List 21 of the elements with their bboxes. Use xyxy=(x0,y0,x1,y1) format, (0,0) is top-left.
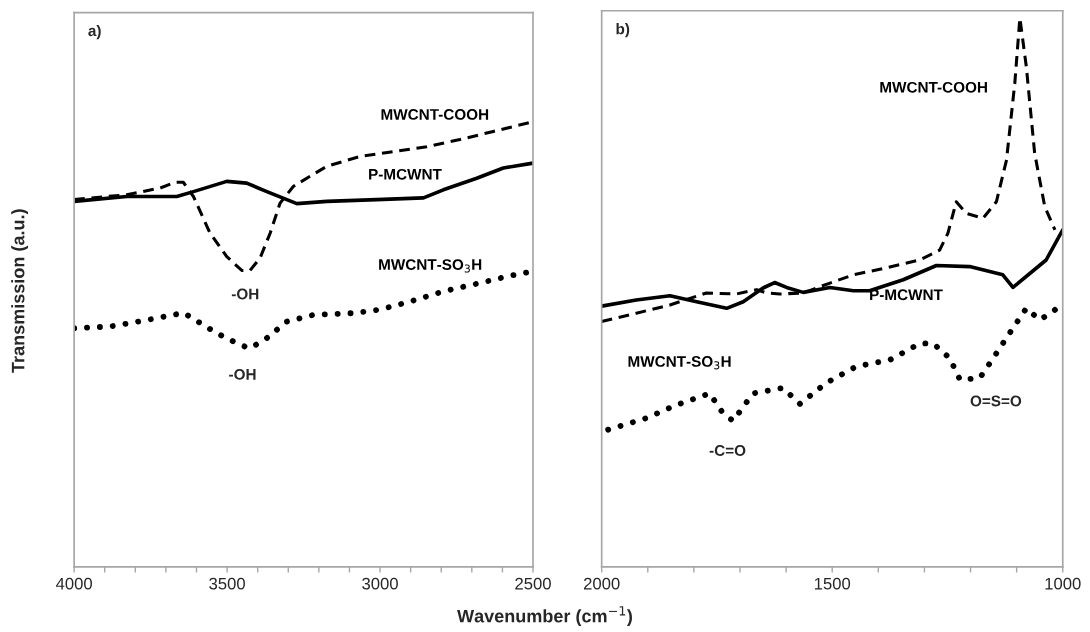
annotation: -C=O xyxy=(709,445,746,456)
series-label: MWCNT-SO$_{3}$H xyxy=(379,259,482,273)
annotation: -OH xyxy=(231,288,259,300)
text: a) xyxy=(88,24,101,40)
x-axis-title: Wavenumber (cm$^{−1}$) xyxy=(457,606,632,627)
annotation: -OH xyxy=(229,368,256,380)
x-tick-label: 1500 xyxy=(814,577,851,590)
y-axis-title: Transmission (a.u.) xyxy=(11,209,29,373)
annotation: b) xyxy=(616,23,630,38)
series-label: P-MCWNT xyxy=(369,168,442,180)
x-tick-label: 3500 xyxy=(209,577,245,590)
series-label: P-MCWNT xyxy=(870,289,943,301)
x-tick-label: 1000 xyxy=(1045,577,1081,590)
series-label: MWCNT-COOH xyxy=(381,109,489,120)
annotation: O=S=O xyxy=(970,395,1022,407)
x-tick-label: 4000 xyxy=(55,577,93,590)
series-label: MWCNT-COOH xyxy=(880,81,987,93)
x-tick-label: 2000 xyxy=(583,577,620,590)
x-tick-label: 3000 xyxy=(362,577,398,590)
text: MWCNT-SO$_{3}$H xyxy=(628,356,731,370)
x-tick-label: 2500 xyxy=(515,577,551,590)
